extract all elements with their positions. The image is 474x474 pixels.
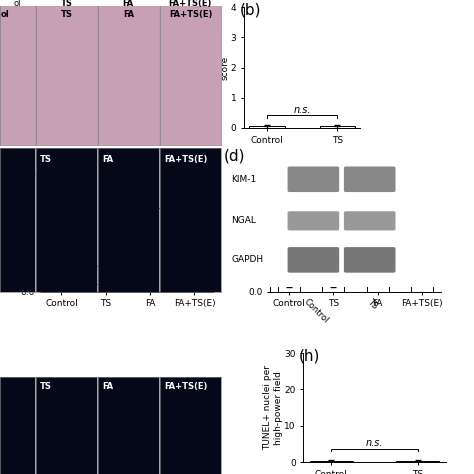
Text: ◇★#: ◇★# [410, 205, 434, 215]
Text: FA+TS(E): FA+TS(E) [169, 10, 212, 19]
Text: n.s.: n.s. [302, 261, 320, 271]
Text: TS: TS [40, 382, 52, 391]
Text: n.s.: n.s. [293, 105, 311, 115]
Text: FA: FA [102, 155, 113, 164]
Text: TS: TS [60, 10, 73, 19]
Text: FA+TS(E): FA+TS(E) [164, 155, 208, 164]
Bar [366, 209, 389, 292]
Text: FA: FA [102, 382, 113, 391]
Text: TS: TS [60, 0, 73, 8]
FancyBboxPatch shape [344, 247, 395, 273]
FancyBboxPatch shape [288, 211, 339, 230]
Bar [249, 127, 284, 128]
Text: (f): (f) [257, 166, 274, 181]
Text: ◇★: ◇★ [142, 187, 158, 197]
Text: ◇★: ◇★ [370, 174, 386, 184]
Text: ◇★★: ◇★★ [182, 215, 207, 225]
Bar [278, 284, 300, 292]
FancyBboxPatch shape [288, 166, 339, 192]
Text: FA: FA [123, 10, 134, 19]
Bar [95, 283, 117, 292]
Text: (b): (b) [240, 2, 262, 18]
Text: n.s.: n.s. [75, 255, 92, 265]
Text: (d): (d) [224, 148, 246, 164]
Y-axis label: NGAL/GAPDH: NGAL/GAPDH [238, 201, 247, 261]
Bar [50, 283, 73, 292]
FancyBboxPatch shape [344, 166, 395, 192]
Text: (h): (h) [299, 349, 320, 364]
Bar [310, 461, 353, 462]
Text: ol: ol [0, 10, 9, 19]
Text: FA: FA [122, 0, 134, 8]
Y-axis label: KIM-1/GAPDH: KIM-1/GAPDH [10, 201, 19, 261]
Y-axis label: Tubular injury
score: Tubular injury score [210, 36, 229, 99]
Text: ol: ol [14, 0, 21, 8]
Text: NGAL: NGAL [231, 216, 256, 225]
Text: TS: TS [40, 155, 52, 164]
Text: Control: Control [302, 297, 330, 325]
Text: TS: TS [365, 297, 379, 310]
FancyBboxPatch shape [344, 211, 395, 230]
Text: KIM-1: KIM-1 [231, 175, 256, 184]
FancyBboxPatch shape [288, 247, 339, 273]
Bar [139, 208, 161, 292]
Bar [183, 240, 206, 292]
Text: FA+TS(E): FA+TS(E) [168, 0, 211, 8]
Text: n.s.: n.s. [366, 438, 383, 448]
Bar [396, 461, 439, 462]
Y-axis label: TUNEL+ nuclei per
high-power field: TUNEL+ nuclei per high-power field [264, 365, 283, 450]
Bar [411, 239, 433, 292]
Bar [320, 127, 355, 128]
Bar [322, 284, 345, 292]
Text: (e): (e) [29, 166, 51, 182]
Text: FA+TS(E): FA+TS(E) [164, 382, 208, 391]
Text: GAPDH: GAPDH [231, 255, 264, 264]
